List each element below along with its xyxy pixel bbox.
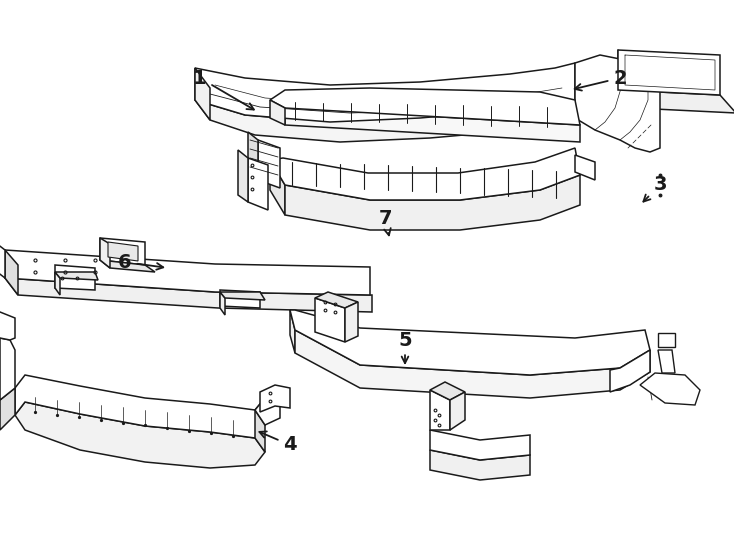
Polygon shape <box>0 240 5 278</box>
Polygon shape <box>290 310 295 353</box>
Polygon shape <box>258 140 280 188</box>
Polygon shape <box>255 392 280 425</box>
Polygon shape <box>618 90 734 113</box>
Polygon shape <box>315 298 345 342</box>
Polygon shape <box>248 132 258 180</box>
Polygon shape <box>55 272 98 280</box>
Polygon shape <box>195 68 210 120</box>
Text: 5: 5 <box>398 330 412 363</box>
Polygon shape <box>285 108 580 142</box>
Polygon shape <box>5 250 370 295</box>
Polygon shape <box>575 55 660 152</box>
Text: 3: 3 <box>644 176 666 201</box>
Polygon shape <box>15 375 265 438</box>
Polygon shape <box>610 350 650 392</box>
Polygon shape <box>55 272 60 295</box>
Text: 6: 6 <box>118 253 163 272</box>
Polygon shape <box>430 390 450 430</box>
Polygon shape <box>108 242 138 261</box>
Polygon shape <box>0 310 15 340</box>
Polygon shape <box>0 388 15 430</box>
Polygon shape <box>220 290 260 308</box>
Text: 7: 7 <box>378 208 392 235</box>
Polygon shape <box>575 155 595 180</box>
Polygon shape <box>15 402 265 468</box>
Polygon shape <box>295 330 650 398</box>
Polygon shape <box>658 350 675 373</box>
Polygon shape <box>195 100 575 142</box>
Polygon shape <box>255 410 265 452</box>
Polygon shape <box>450 392 465 430</box>
Polygon shape <box>270 148 580 200</box>
Polygon shape <box>430 382 465 400</box>
Polygon shape <box>270 160 285 215</box>
Polygon shape <box>430 450 530 480</box>
Polygon shape <box>270 88 580 125</box>
Polygon shape <box>345 302 358 342</box>
Polygon shape <box>640 373 700 405</box>
Polygon shape <box>618 50 720 95</box>
Polygon shape <box>100 238 110 268</box>
Polygon shape <box>100 238 145 265</box>
Polygon shape <box>618 50 634 108</box>
Polygon shape <box>248 158 268 210</box>
Polygon shape <box>260 385 290 412</box>
Text: 2: 2 <box>575 69 627 91</box>
Polygon shape <box>195 63 575 122</box>
Polygon shape <box>55 265 95 290</box>
Polygon shape <box>430 430 530 460</box>
Polygon shape <box>315 292 358 308</box>
Text: 4: 4 <box>259 431 297 455</box>
Polygon shape <box>220 292 225 315</box>
Polygon shape <box>220 292 265 300</box>
Text: 1: 1 <box>193 69 254 110</box>
Polygon shape <box>658 333 675 347</box>
Polygon shape <box>270 100 285 125</box>
Polygon shape <box>285 175 580 230</box>
Polygon shape <box>0 338 15 400</box>
Polygon shape <box>100 260 155 272</box>
Polygon shape <box>5 278 372 312</box>
Polygon shape <box>290 310 650 375</box>
Polygon shape <box>238 150 248 202</box>
Polygon shape <box>5 250 18 295</box>
